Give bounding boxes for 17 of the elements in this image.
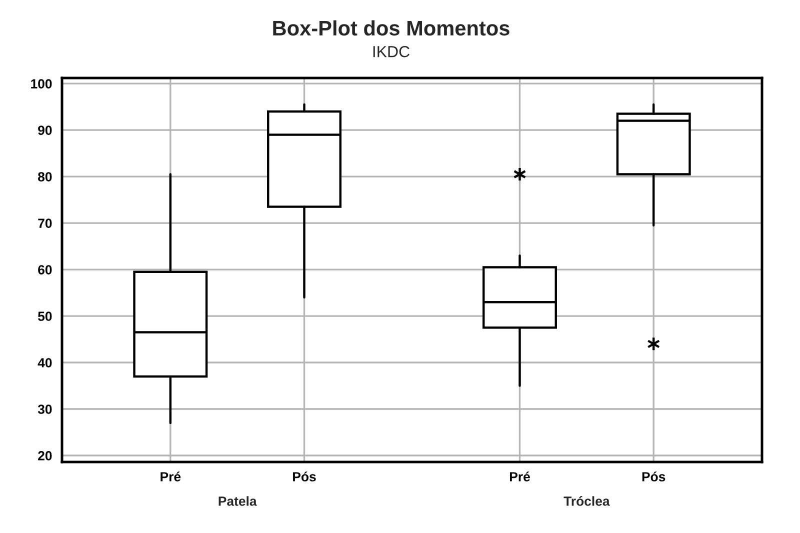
y-tick-label: 30 <box>38 404 52 414</box>
x-tick-label: Pós <box>642 472 666 482</box>
y-tick-label: 20 <box>38 451 52 460</box>
text: Patela <box>218 496 257 506</box>
x-tick-label: Pré <box>510 472 530 482</box>
y-tick-label: 100 <box>31 79 52 88</box>
y-tick-label: 80 <box>38 172 52 182</box>
x-tick-label: Pós <box>293 472 316 482</box>
chart-title: Box-Plot dos Momentos <box>273 20 510 36</box>
x-tick-label: Pré <box>160 472 181 482</box>
chart-subtitle: IKDC <box>373 46 410 58</box>
y-tick-label: 50 <box>38 312 52 321</box>
y-tick-label: 40 <box>38 358 52 368</box>
y-tick-label: 90 <box>38 126 52 135</box>
y-tick-label: 70 <box>38 218 52 228</box>
text: Tróclea <box>564 496 610 506</box>
y-tick-label: 60 <box>38 265 52 274</box>
